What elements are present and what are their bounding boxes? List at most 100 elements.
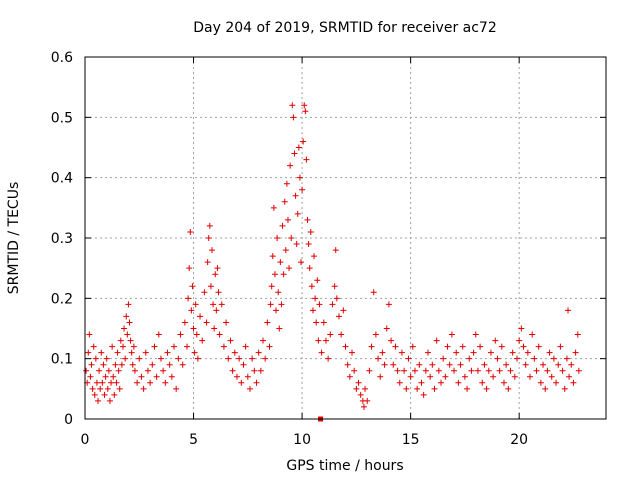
data-point — [390, 361, 397, 368]
data-point — [306, 265, 313, 272]
data-point — [544, 367, 551, 374]
data-point — [553, 379, 560, 386]
data-point — [492, 337, 499, 344]
data-point — [220, 343, 227, 350]
y-tick-label: 0.6 — [51, 50, 73, 66]
data-point — [274, 235, 281, 241]
data-point — [203, 319, 210, 326]
data-point — [320, 319, 327, 326]
data-point — [244, 373, 251, 380]
data-point — [142, 349, 149, 356]
y-axis-label: SRMTID / TECUs — [6, 182, 22, 295]
data-point — [403, 385, 410, 392]
data-point — [191, 349, 198, 356]
data-point — [516, 337, 523, 344]
data-point — [162, 379, 169, 386]
data-point — [300, 138, 307, 145]
data-point — [205, 235, 212, 241]
data-point — [575, 367, 582, 374]
data-point — [329, 301, 336, 308]
data-point — [106, 397, 113, 404]
data-point — [370, 289, 377, 296]
data-point — [444, 343, 451, 350]
data-point — [407, 373, 414, 380]
data-point — [542, 385, 549, 392]
data-point — [418, 379, 425, 386]
data-point — [333, 295, 340, 302]
data-point — [340, 307, 347, 314]
data-point — [121, 325, 128, 332]
data-point — [89, 385, 96, 392]
data-point — [322, 337, 329, 344]
data-point — [144, 367, 151, 374]
data-point — [236, 355, 243, 362]
data-point — [416, 361, 423, 368]
data-point — [459, 343, 466, 350]
data-point — [281, 198, 288, 205]
data-point — [550, 355, 557, 362]
data-point — [206, 222, 213, 229]
data-point — [233, 373, 240, 380]
data-point — [315, 337, 322, 344]
data-point — [238, 379, 245, 386]
data-point — [119, 343, 126, 350]
data-point — [297, 259, 304, 266]
data-point — [481, 361, 488, 368]
data-point — [186, 265, 193, 272]
data-point — [304, 216, 311, 223]
data-point — [124, 331, 131, 338]
data-point — [276, 325, 283, 332]
data-point — [505, 385, 512, 392]
data-point — [409, 343, 416, 350]
data-point — [103, 355, 110, 362]
data-point — [227, 337, 234, 344]
data-point — [411, 367, 418, 374]
data-point — [286, 265, 293, 272]
data-point — [292, 192, 299, 199]
data-point — [105, 367, 112, 374]
data-point — [433, 337, 440, 344]
data-point — [187, 228, 194, 235]
data-point — [92, 355, 99, 362]
data-point — [457, 361, 464, 368]
data-point — [377, 373, 384, 380]
data-point — [398, 349, 405, 356]
data-point — [213, 307, 220, 314]
data-point — [442, 373, 449, 380]
data-point — [287, 162, 294, 169]
data-point — [210, 301, 217, 308]
data-point — [511, 373, 518, 380]
data-point — [477, 343, 484, 350]
data-point — [290, 114, 297, 121]
data-point — [308, 283, 315, 290]
data-point — [215, 289, 222, 296]
data-point — [117, 337, 124, 344]
y-tick-label: 0.4 — [51, 171, 73, 187]
data-point — [110, 373, 117, 380]
data-point — [130, 343, 137, 350]
data-point — [455, 379, 462, 386]
data-point — [267, 301, 274, 308]
data-point — [427, 373, 434, 380]
data-point — [204, 259, 211, 266]
data-point — [438, 379, 445, 386]
data-point — [201, 289, 208, 296]
data-point — [424, 349, 431, 356]
data-point — [96, 367, 103, 374]
data-point — [368, 343, 375, 350]
data-point — [474, 367, 481, 374]
data-point — [381, 361, 388, 368]
data-point — [101, 391, 108, 398]
data-point — [546, 349, 553, 356]
data-point — [138, 373, 145, 380]
data-point — [366, 367, 373, 374]
data-point — [440, 355, 447, 362]
data-point — [216, 331, 223, 338]
data-point — [102, 373, 109, 380]
data-point — [531, 355, 538, 362]
data-point — [451, 367, 458, 374]
data-point — [114, 349, 121, 356]
data-point — [314, 277, 321, 284]
data-point — [396, 379, 403, 386]
data-point — [109, 343, 116, 350]
